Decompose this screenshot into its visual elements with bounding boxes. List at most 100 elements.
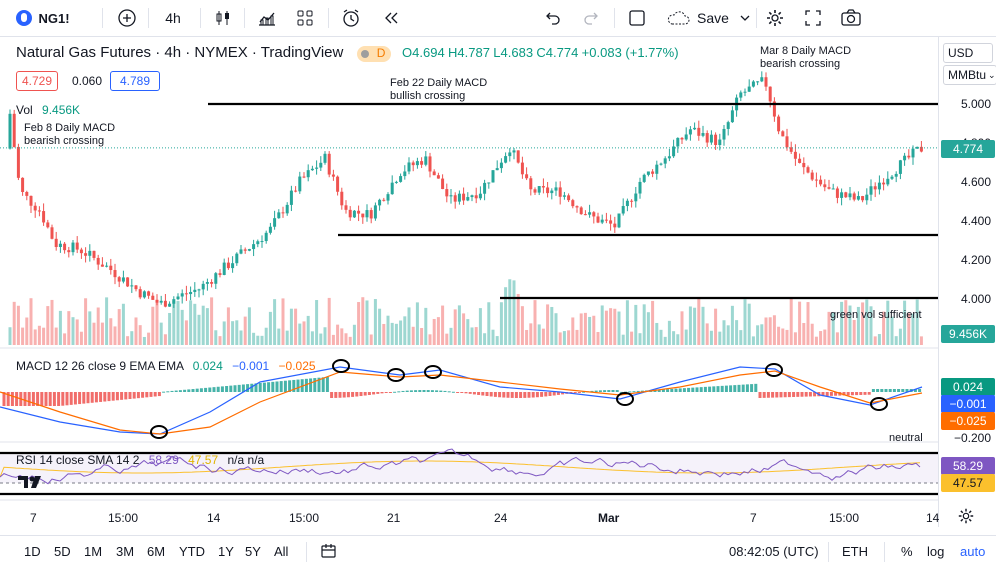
- save-button[interactable]: Save: [662, 4, 754, 32]
- price-tick-5000: 5.000: [960, 97, 991, 111]
- buy-price-button[interactable]: 4.789: [110, 71, 160, 91]
- chart-canvas[interactable]: [0, 37, 938, 527]
- volume-bar: [861, 302, 865, 345]
- macd-histogram-bar: [313, 378, 317, 392]
- macd-histogram-bar: [850, 392, 854, 396]
- annotation-feb8[interactable]: Feb 8 Daily MACD bearish crossing: [24, 122, 115, 148]
- macd-histogram-bar: [670, 388, 674, 392]
- macd-histogram-bar: [556, 392, 560, 395]
- volume-bar: [819, 331, 823, 345]
- macd-histogram-bar: [405, 390, 409, 392]
- candle-body: [659, 163, 663, 165]
- fullscreen-icon[interactable]: [800, 4, 826, 32]
- snapshot-camera-icon[interactable]: [838, 4, 864, 32]
- macd-histogram-bar: [493, 392, 497, 397]
- log-scale-toggle[interactable]: log: [927, 544, 945, 559]
- volume-bar: [722, 320, 726, 345]
- macd-histogram-bar: [414, 390, 418, 392]
- volume-bar: [903, 300, 907, 345]
- volume-bar: [760, 324, 764, 345]
- volume-bar: [894, 336, 898, 345]
- settings-gear-icon[interactable]: [762, 4, 788, 32]
- auto-scale-toggle[interactable]: auto: [960, 544, 986, 559]
- candle-body: [546, 187, 550, 194]
- compare-add-icon[interactable]: [114, 4, 140, 32]
- macd-crossing-circle: [616, 392, 634, 406]
- layout-square-icon[interactable]: [624, 4, 650, 32]
- templates-grid-icon[interactable]: [292, 4, 318, 32]
- candles-chart-type-icon[interactable]: [210, 4, 236, 32]
- range-5d[interactable]: 5D: [54, 544, 71, 559]
- date-range-calendar-icon[interactable]: [320, 543, 338, 562]
- volume-bar: [214, 330, 218, 345]
- macd-histogram-bar: [36, 392, 40, 406]
- range-1y[interactable]: 1Y: [218, 544, 234, 559]
- range-ytd[interactable]: YTD: [179, 544, 205, 559]
- percent-scale-toggle[interactable]: %: [901, 544, 913, 559]
- macd-histogram-bar: [821, 392, 825, 397]
- macd-histogram-bar: [325, 376, 329, 392]
- rsi-legend: RSI 14 close SMA 14 2 58.29 47.57 n/a n/…: [16, 453, 264, 467]
- candle-body: [470, 195, 474, 198]
- market-status-badge[interactable]: D: [356, 45, 391, 62]
- symbol-name: NG1!: [38, 10, 70, 26]
- redo-icon[interactable]: [578, 4, 604, 32]
- volume-bar: [436, 317, 440, 345]
- symbol-search[interactable]: NG1!: [8, 4, 78, 32]
- macd-histogram-bar: [258, 382, 262, 392]
- range-5y[interactable]: 5Y: [245, 544, 261, 559]
- volume-bar: [424, 307, 428, 345]
- volume-bar: [361, 297, 365, 345]
- range-1d[interactable]: 1D: [24, 544, 41, 559]
- macd-histogram-bar: [355, 392, 359, 397]
- annotation-mar8[interactable]: Mar 8 Daily MACD bearish crossing: [760, 45, 851, 71]
- indicators-icon[interactable]: [254, 4, 280, 32]
- volume-bar: [680, 311, 684, 345]
- replay-rewind-icon[interactable]: [378, 4, 404, 32]
- annotation-green-vol[interactable]: green vol sufficient: [830, 309, 922, 321]
- range-6m[interactable]: 6M: [147, 544, 166, 559]
- volume-bar: [256, 335, 260, 345]
- candle-body: [793, 151, 797, 159]
- unit-selector[interactable]: MMBtu ⌄: [943, 65, 996, 85]
- macd-histogram-bar: [262, 382, 266, 392]
- clock-timezone[interactable]: 08:42:05 (UTC): [729, 544, 819, 559]
- candle-body: [646, 171, 650, 175]
- macd-histogram-bar: [430, 390, 434, 392]
- tradingview-logo-icon[interactable]: [18, 474, 46, 493]
- candle-body: [340, 191, 344, 206]
- price-scale[interactable]: USD MMBtu ⌄ 5.000 4.800 4.600 4.400 4.20…: [938, 37, 996, 527]
- alert-clock-icon[interactable]: [338, 4, 364, 32]
- volume-bar: [378, 308, 382, 345]
- volume-bar: [709, 330, 713, 345]
- annotation-feb22[interactable]: Feb 22 Daily MACD bullish crossing: [390, 77, 487, 103]
- range-all[interactable]: All: [274, 544, 289, 559]
- currency-selector[interactable]: USD: [943, 43, 993, 63]
- undo-icon[interactable]: [540, 4, 566, 32]
- macd-histogram-bar: [48, 392, 52, 406]
- candle-body: [197, 289, 201, 291]
- macd-histogram-bar: [15, 392, 19, 406]
- candle-body: [138, 289, 142, 298]
- candle-body: [676, 137, 680, 147]
- range-1m[interactable]: 1M: [84, 544, 103, 559]
- candle-body: [789, 147, 793, 152]
- macd-histogram-bar: [615, 390, 619, 392]
- candle-body: [877, 182, 881, 190]
- volume-bar: [340, 328, 344, 345]
- session-selector[interactable]: ETH: [842, 544, 868, 559]
- interval-selector[interactable]: 4h: [165, 10, 181, 26]
- candle-body: [903, 155, 907, 161]
- macd-histogram-bar: [632, 391, 636, 393]
- volume-bar: [205, 308, 209, 345]
- macd-histogram-bar: [443, 390, 447, 392]
- volume-bar: [88, 311, 92, 345]
- volume-bar: [285, 330, 289, 345]
- annotation-neutral[interactable]: neutral: [889, 432, 923, 444]
- sell-price-button[interactable]: 4.729: [16, 71, 58, 91]
- range-3m[interactable]: 3M: [116, 544, 135, 559]
- chart-settings-gear-icon[interactable]: [957, 507, 975, 528]
- volume-bar: [445, 333, 449, 345]
- volume-bar: [785, 329, 789, 345]
- volume-bar: [63, 333, 67, 345]
